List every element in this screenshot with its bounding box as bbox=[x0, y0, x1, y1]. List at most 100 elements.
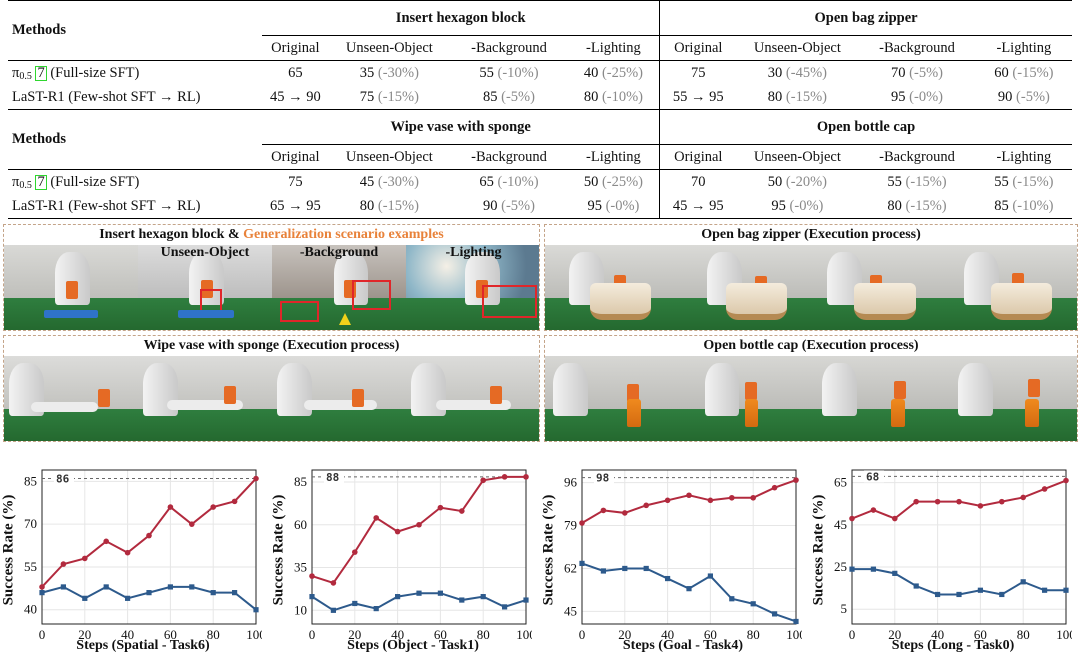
hexagon-panel-title: Insert hexagon block & Generalization sc… bbox=[4, 227, 539, 243]
series-line bbox=[311, 475, 526, 585]
data-point bbox=[977, 587, 983, 593]
zipper-photo-2 bbox=[678, 245, 811, 330]
sponge-panel: Wipe vase with sponge (Execution process… bbox=[3, 335, 540, 442]
plot-frame bbox=[311, 469, 527, 625]
condition-header: -Background bbox=[471, 39, 547, 56]
condition-header: -Background bbox=[879, 148, 955, 165]
x-tick-label: 60 bbox=[434, 627, 447, 642]
data-point bbox=[352, 549, 358, 555]
data-point bbox=[750, 494, 756, 501]
results-table: Methods Insert hexagon block Open bag zipp… bbox=[8, 0, 1072, 219]
task-header: Open bag zipper bbox=[659, 0, 1072, 36]
data-point bbox=[373, 606, 379, 612]
series-line bbox=[852, 568, 1066, 596]
data-point bbox=[60, 584, 66, 590]
hexagon-photo-unseen-object: Unseen-Object bbox=[138, 245, 272, 330]
data-point bbox=[793, 618, 799, 625]
bottle-panel-title: Open bottle cap (Execution process) bbox=[703, 338, 919, 353]
data-point bbox=[707, 573, 713, 579]
data-point bbox=[750, 601, 756, 607]
table-row: π0.5 7 (Full-size SFT) 75 45 (-30%) 65 (-10… bbox=[8, 169, 1072, 194]
condition-header: -Lighting bbox=[586, 148, 641, 165]
table-cell: 80 (-15%) bbox=[328, 194, 451, 219]
table-task-header-row: Methods Wipe vase with sponge Open bottle … bbox=[8, 109, 1072, 170]
data-point bbox=[330, 607, 336, 613]
data-point bbox=[330, 580, 337, 586]
chart-xlabel: Steps (Goal - Task4) bbox=[622, 638, 744, 653]
table-cell: 35 (-30%) bbox=[328, 60, 451, 85]
data-point bbox=[1063, 477, 1069, 484]
reference-label: 88 bbox=[326, 471, 339, 484]
y-tick-label: 62 bbox=[564, 560, 577, 575]
data-point bbox=[437, 590, 443, 596]
data-point bbox=[395, 594, 401, 600]
data-point bbox=[39, 590, 45, 596]
data-point bbox=[60, 561, 67, 567]
scenario-label-background: -Background bbox=[299, 245, 379, 260]
table-row: LaST-R1 (Few-shot SFT → RL) 65 → 95 80 (-1… bbox=[8, 194, 1072, 219]
chart-svg: 88 0 20 40 60 80 100 10 35 60 85 bbox=[294, 469, 532, 642]
data-point bbox=[622, 565, 628, 572]
condition-header: Original bbox=[659, 144, 737, 170]
data-point bbox=[870, 507, 877, 513]
reference-label-bg bbox=[864, 470, 884, 483]
condition-header: Unseen-Object bbox=[345, 148, 433, 165]
y-tick-label: 10 bbox=[294, 602, 307, 617]
scenario-label-unseen-object: Unseen-Object bbox=[160, 245, 250, 260]
data-point bbox=[167, 504, 174, 510]
x-tick-label: 100 bbox=[246, 627, 262, 642]
data-point bbox=[1020, 494, 1026, 501]
hexagon-title-main: Insert hexagon block & bbox=[99, 227, 244, 242]
bottle-photo-3 bbox=[811, 356, 945, 441]
table-cell: 45 (-30%) bbox=[328, 169, 451, 194]
series-line bbox=[581, 562, 797, 623]
data-point bbox=[934, 498, 941, 505]
data-point bbox=[146, 532, 152, 539]
zipper-panel: Open bag zipper (Execution process) bbox=[544, 224, 1078, 331]
data-point bbox=[82, 595, 88, 601]
plot-frame bbox=[41, 469, 257, 625]
condition-header: -Background bbox=[471, 148, 547, 165]
table-condition-header-row: Original Unseen-Object -Background -Lightin… bbox=[8, 35, 1072, 61]
zipper-photo-3 bbox=[811, 245, 945, 330]
table-cell: 45 → 90 bbox=[269, 88, 321, 105]
reference-label-bg bbox=[324, 470, 344, 483]
hexagon-title-highlight: Generalization scenario examples bbox=[243, 227, 444, 242]
x-tick-label: 60 bbox=[974, 627, 987, 642]
data-point bbox=[707, 497, 714, 504]
data-point bbox=[622, 510, 628, 516]
x-tick-label: 0 bbox=[579, 627, 586, 642]
x-tick-label: 60 bbox=[704, 627, 717, 642]
data-point bbox=[729, 494, 735, 501]
x-tick-label: 40 bbox=[121, 627, 134, 642]
table-cell: 90 (-5%) bbox=[450, 194, 568, 219]
task-header: Wipe vase with sponge bbox=[262, 109, 660, 145]
data-point bbox=[686, 492, 692, 499]
plot-frame bbox=[851, 469, 1067, 625]
y-tick-label: 79 bbox=[564, 518, 577, 533]
x-tick-label: 80 bbox=[1017, 627, 1030, 642]
data-point bbox=[793, 477, 799, 483]
data-point bbox=[999, 498, 1005, 505]
x-tick-label: 0 bbox=[309, 627, 316, 642]
table-cell: 65 → 95 bbox=[262, 194, 329, 219]
table-cell: 95 (-0%) bbox=[736, 194, 859, 219]
table-task-header-row: Methods Insert hexagon block Open bag zipp… bbox=[8, 0, 1072, 61]
data-point bbox=[849, 566, 855, 572]
table-cell: 80 (-15%) bbox=[858, 194, 976, 219]
sponge-photo-2 bbox=[138, 356, 272, 441]
reference-label: 68 bbox=[866, 470, 879, 483]
x-tick-label: 0 bbox=[39, 627, 46, 642]
table-cell: 95 (-0%) bbox=[891, 88, 943, 105]
hexagon-panel: Insert hexagon block & Generalization sc… bbox=[3, 224, 540, 331]
citation-link[interactable]: 7 bbox=[35, 64, 47, 81]
hexagon-photo-background: -Background bbox=[272, 245, 406, 330]
data-point bbox=[309, 594, 315, 600]
zipper-panel-title: Open bag zipper (Execution process) bbox=[701, 227, 921, 242]
chart-svg: 68 0 20 40 60 80 100 5 25 45 65 bbox=[834, 469, 1072, 642]
x-tick-label: 40 bbox=[391, 627, 404, 642]
table-row: π0.5 7 (Full-size SFT) 65 35 (-30%) 55 (-10… bbox=[8, 60, 1072, 85]
y-tick-label: 85 bbox=[24, 473, 37, 488]
citation-link[interactable]: 7 bbox=[35, 173, 47, 190]
condition-header: Original bbox=[271, 148, 320, 165]
